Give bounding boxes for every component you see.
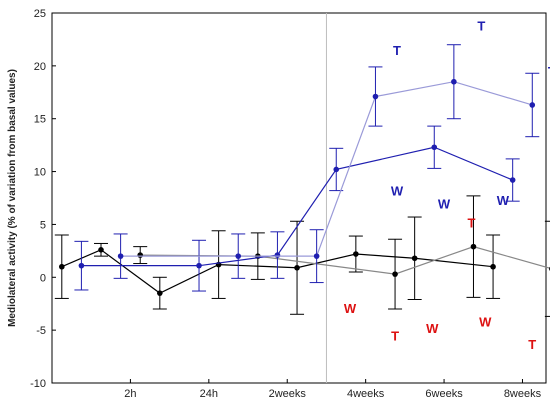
annotation-layer: T W T W T W W T W T W T — [344, 19, 550, 352]
y-tick-label-6: 20 — [34, 61, 46, 73]
series-layer — [54, 44, 550, 317]
series-2-point-0 — [78, 262, 85, 269]
x-tick-label-1: 24h — [200, 388, 218, 400]
y-tick-label-0: -10 — [30, 378, 46, 390]
series-0-point-6 — [411, 255, 418, 262]
annotation-8: W — [426, 321, 439, 336]
series-1-point-3 — [470, 243, 477, 250]
series-1-line — [140, 245, 550, 275]
axes: -10 -5 0 5 10 15 20 25 2h 24h 2weeks 4weeks 6weeks 8w… — [7, 8, 547, 400]
annotation-0: T — [393, 43, 401, 58]
annotation-7: T — [391, 328, 399, 343]
series-0-point-0 — [59, 263, 65, 270]
series-2-point-2 — [274, 252, 281, 258]
annotation-3: W — [438, 196, 451, 211]
annotation-10: W — [479, 315, 492, 330]
series-3-point-2 — [313, 253, 320, 259]
series-3-point-0 — [117, 253, 124, 259]
annotation-11: T — [528, 337, 536, 352]
annotation-4: T — [548, 64, 550, 79]
series-0-point-1 — [98, 247, 104, 253]
series-2-point-3 — [333, 166, 340, 173]
y-tick-label-3: 5 — [40, 219, 46, 231]
y-tick-label-5: 15 — [34, 114, 46, 126]
x-tick-label-0: 2h — [124, 388, 136, 400]
y-tick-label-2: 0 — [40, 272, 46, 284]
series-0-point-7 — [490, 263, 496, 270]
series-1-point-0 — [137, 252, 144, 258]
series-0-point-5 — [353, 251, 359, 257]
series-3 — [113, 44, 540, 284]
x-tick-label-3: 4weeks — [347, 388, 385, 400]
series-3-point-1 — [235, 253, 242, 259]
annotation-6: W — [344, 301, 357, 316]
series-3-point-5 — [529, 102, 536, 108]
series-2-point-5 — [509, 177, 516, 183]
series-3-point-4 — [451, 78, 457, 85]
series-1-point-2 — [392, 271, 398, 277]
plot-frame — [51, 12, 547, 384]
series-2 — [74, 125, 520, 292]
series-2-line — [81, 146, 513, 267]
annotation-9: T — [468, 215, 476, 230]
y-tick-label-4: 10 — [34, 167, 46, 179]
y-tick-label-7: 25 — [34, 8, 46, 20]
series-3-line — [120, 81, 533, 257]
series-0-point-4 — [294, 264, 300, 271]
annotation-5: W — [497, 193, 510, 208]
series-0-point-2 — [157, 290, 163, 296]
x-tick-label-5: 8weeks — [504, 388, 542, 400]
annotation-1: W — [391, 184, 404, 199]
series-2-point-1 — [196, 262, 202, 269]
series-2-point-4 — [431, 144, 438, 151]
x-tick-label-2: 2weeks — [269, 388, 307, 400]
annotation-2: T — [477, 19, 485, 34]
series-3-point-3 — [372, 93, 379, 100]
y-axis-label: Mediolateral activity (% of variation fr… — [7, 69, 18, 327]
y-tick-label-1: -5 — [36, 325, 46, 337]
x-tick-label-4: 6weeks — [425, 388, 463, 400]
